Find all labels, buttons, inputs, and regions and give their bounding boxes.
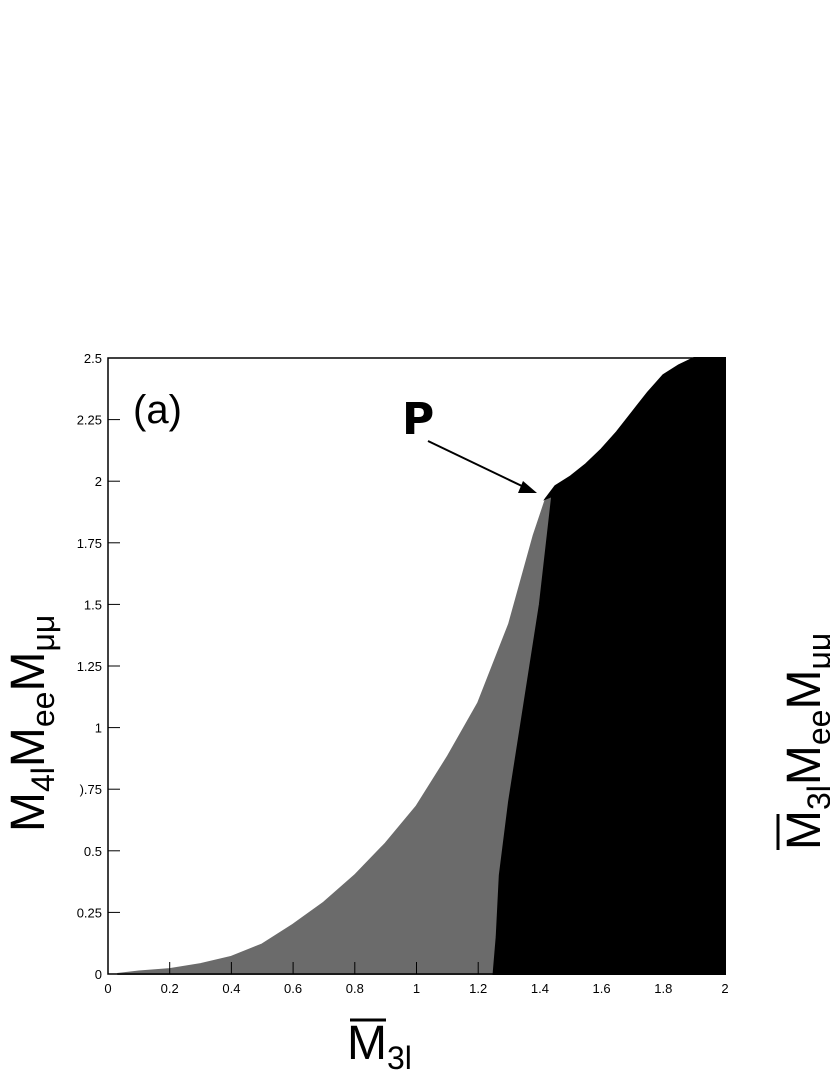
y-tick-label: 1.25 xyxy=(77,659,102,674)
right-title-m2: M xyxy=(778,745,830,785)
data-regions xyxy=(117,357,726,975)
x-tick-label: 0.2 xyxy=(161,981,179,996)
y-axis-title-m1: M xyxy=(2,792,55,832)
x-tick-label: 1 xyxy=(413,981,420,996)
y-tick-label: 0.25 xyxy=(77,905,102,920)
svg-text:M4lMeeMμμ: M4lMeeMμμ xyxy=(2,615,61,832)
y-axis-title: M4lMeeMμμ xyxy=(2,615,61,832)
x-axis-title: M3l xyxy=(347,1017,412,1075)
y-tick-label: 1 xyxy=(95,721,102,736)
x-tick-label: 0.8 xyxy=(346,981,364,996)
annotation-arrowhead xyxy=(518,481,537,493)
annotation-label: P xyxy=(402,394,434,445)
right-panel-y-axis-title: M3lMeeMμμ xyxy=(776,633,830,850)
x-tick-label: 2 xyxy=(721,981,728,996)
right-title-sub2: ee xyxy=(801,710,830,746)
y-axis-title-sub3: μμ xyxy=(25,615,61,652)
x-axis-ticks: 0 0.2 0.4 0.6 0.8 1 1.2 1.4 1.6 1.8 2 xyxy=(104,962,729,996)
svg-text:M3lMeeMμμ: M3lMeeMμμ xyxy=(778,633,830,850)
panel-label: (a) xyxy=(133,388,182,432)
x-tick-label: 0.4 xyxy=(222,981,240,996)
y-axis-title-m2: M xyxy=(2,727,55,767)
right-title-sub3: μμ xyxy=(801,633,830,670)
x-tick-label: 1.6 xyxy=(593,981,611,996)
right-title-sub1: 3l xyxy=(801,785,830,810)
y-tick-label: 2 xyxy=(95,474,102,489)
svg-text:M3l: M3l xyxy=(347,1017,412,1075)
y-axis-title-sub2: ee xyxy=(25,692,61,728)
x-tick-label: 0 xyxy=(104,981,111,996)
annotation-arrow xyxy=(427,440,525,488)
x-tick-label: 0.6 xyxy=(284,981,302,996)
y-tick-label: ).75 xyxy=(80,782,102,797)
x-axis-title-main: M xyxy=(347,1017,387,1070)
y-tick-label: 0.5 xyxy=(84,844,102,859)
y-tick-label: 1.5 xyxy=(84,597,102,612)
y-tick-label: 2.5 xyxy=(84,351,102,366)
x-axis-title-sub: 3l xyxy=(387,1040,412,1075)
scatter-region-1 xyxy=(117,494,554,975)
right-title-m1: M xyxy=(778,810,830,850)
x-tick-label: 1.4 xyxy=(531,981,549,996)
right-title-m3: M xyxy=(778,670,830,710)
x-tick-label: 1.2 xyxy=(469,981,487,996)
y-tick-label: 0 xyxy=(95,967,102,982)
y-axis-ticks: 0 0.25 0.5 ).75 1 1.25 1.5 1.75 2 2.25 2.5 xyxy=(77,351,120,982)
y-axis-title-sub1: 4l xyxy=(25,767,61,792)
x-tick-label: 1.8 xyxy=(654,981,672,996)
y-axis-title-m3: M xyxy=(2,652,55,692)
y-tick-label: 1.75 xyxy=(77,536,102,551)
y-tick-label: 2.25 xyxy=(77,413,102,428)
